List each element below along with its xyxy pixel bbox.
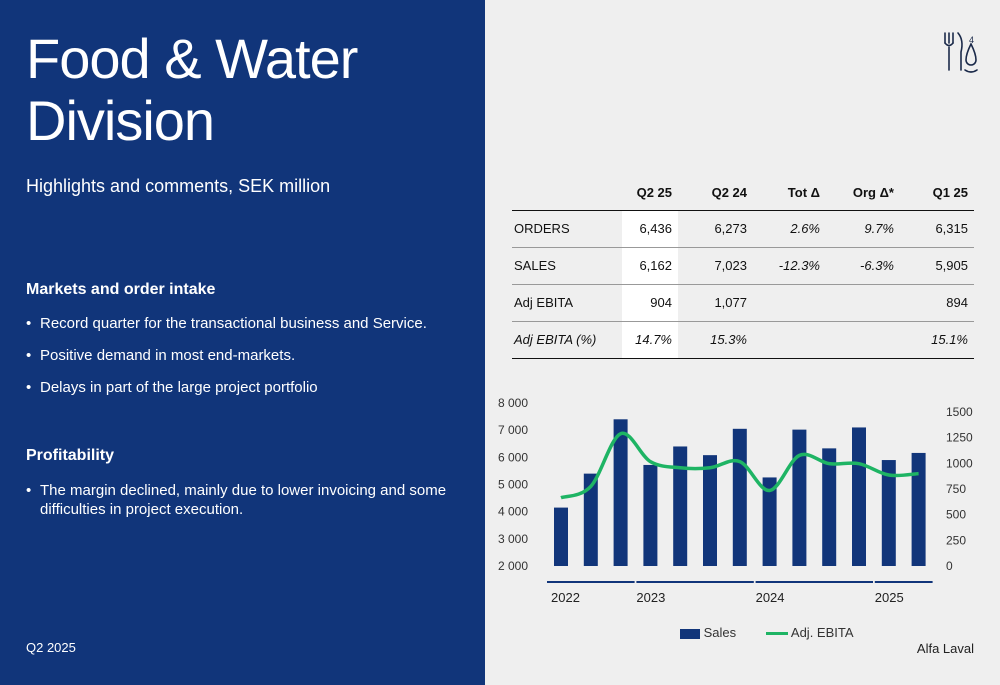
table-cell xyxy=(753,320,826,359)
sales-bar xyxy=(554,507,568,566)
title-line-2: Division xyxy=(26,89,215,152)
sales-ebita-chart: 8 000 7 000 6 000 5 000 4 000 3 000 2 000 1500 1… xyxy=(498,396,973,605)
legend-ebita-swatch xyxy=(766,632,788,636)
sales-bar xyxy=(911,452,926,566)
sales-bar xyxy=(852,427,866,566)
legend-ebita: Adj. EBITA xyxy=(766,625,854,640)
page-subtitle: Highlights and comments, SEK million xyxy=(26,176,331,196)
sales-bar xyxy=(703,455,717,566)
row-label: SALES xyxy=(512,246,622,284)
legend-sales: Sales xyxy=(680,625,736,640)
table-row: Adj EBITA (%) 14.7% 15.3% 15.1% xyxy=(512,320,974,359)
sales-bar xyxy=(643,464,658,566)
footer-period: Q2 2025 xyxy=(26,640,76,655)
table-cell xyxy=(753,283,826,321)
table-row: Adj EBITA 904 1,077 894 xyxy=(512,283,974,321)
table-header-cell: Q2 24 xyxy=(678,176,753,211)
right-axis-tick-label: 1500 xyxy=(946,405,973,419)
table-cell: 7,023 xyxy=(678,246,753,284)
left-axis-tick-label: 5 000 xyxy=(498,478,528,492)
table-cell: 6,436 xyxy=(622,209,678,247)
table-header-cell: Q2 25 xyxy=(622,176,678,211)
table-cell: 15.1% xyxy=(900,320,974,359)
sales-bar xyxy=(732,428,747,566)
table-cell: 894 xyxy=(900,283,974,321)
page-title: Food & Water Division xyxy=(26,27,358,152)
table-header-cell: Org Δ* xyxy=(826,176,900,211)
markets-bullet: Positive demand in most end-markets. xyxy=(26,346,466,365)
fork-knife-drop-icon: 4 xyxy=(458,30,978,85)
table-cell: 15.3% xyxy=(678,320,753,359)
table-cell xyxy=(826,320,900,359)
markets-bullet: Delays in part of the large project port… xyxy=(26,378,466,397)
left-axis-tick-label: 4 000 xyxy=(498,505,528,519)
table-cell: 904 xyxy=(622,283,678,321)
footer-brand: Alfa Laval xyxy=(916,641,974,656)
right-axis-tick-label: 750 xyxy=(946,482,966,496)
row-label: Adj EBITA xyxy=(512,283,622,321)
sales-bar xyxy=(583,473,598,566)
ebita-line xyxy=(560,431,919,500)
sales-bar xyxy=(792,429,807,566)
left-axis-tick-label: 8 000 xyxy=(498,396,528,410)
markets-bullet-list: Record quarter for the transactional bus… xyxy=(26,314,466,410)
markets-heading: Markets and order intake xyxy=(26,281,216,298)
left-panel: Food & Water Division Highlights and com… xyxy=(0,0,485,685)
sales-bar xyxy=(673,446,688,566)
right-axis-tick-label: 1250 xyxy=(946,431,973,445)
sales-bar xyxy=(762,477,777,566)
page-number: 4 xyxy=(969,35,974,45)
table-header-cell: Tot Δ xyxy=(753,176,826,211)
right-axis-tick-label: 250 xyxy=(946,533,966,547)
year-label: 2025 xyxy=(875,590,904,605)
table-cell: -6.3% xyxy=(826,246,900,284)
sales-bar xyxy=(822,448,837,566)
legend-sales-label: Sales xyxy=(703,625,737,640)
table-header-row: Q2 25 Q2 24 Tot Δ Org Δ* Q1 25 xyxy=(512,176,974,211)
right-axis-tick-label: 1000 xyxy=(946,456,973,470)
table-row: SALES 6,162 7,023 -12.3% -6.3% 5,905 xyxy=(512,246,974,284)
row-label: Adj EBITA (%) xyxy=(512,320,622,359)
profitability-heading: Profitability xyxy=(26,447,115,464)
table-cell: 6,273 xyxy=(678,209,753,247)
left-axis-tick-label: 3 000 xyxy=(498,532,528,546)
table-cell: 6,162 xyxy=(622,246,678,284)
profitability-bullet-list: The margin declined, mainly due to lower… xyxy=(26,481,466,532)
table-row: ORDERS 6,436 6,273 2.6% 9.7% 6,315 xyxy=(512,209,974,247)
year-label: 2022 xyxy=(551,590,580,605)
table-cell: 6,315 xyxy=(900,209,974,247)
table-header-cell xyxy=(512,176,622,211)
year-label: 2024 xyxy=(756,590,785,605)
row-label: ORDERS xyxy=(512,209,622,247)
left-axis-tick-label: 6 000 xyxy=(498,450,528,464)
table-header-cell: Q1 25 xyxy=(900,176,974,211)
markets-bullet: Record quarter for the transactional bus… xyxy=(26,314,466,333)
table-cell: 1,077 xyxy=(678,283,753,321)
financial-table: Q2 25 Q2 24 Tot Δ Org Δ* Q1 25 ORDERS 6,… xyxy=(512,176,974,359)
left-axis-tick-label: 7 000 xyxy=(498,423,528,437)
table-cell: 2.6% xyxy=(753,209,826,247)
legend-ebita-label: Adj. EBITA xyxy=(790,625,854,640)
sales-bar xyxy=(613,419,628,566)
right-axis-tick-label: 0 xyxy=(946,559,953,573)
legend-sales-swatch xyxy=(680,628,700,639)
table-cell: 14.7% xyxy=(622,320,678,359)
title-line-1: Food & Water xyxy=(26,27,358,90)
profitability-bullet: The margin declined, mainly due to lower… xyxy=(26,481,466,519)
table-cell: 5,905 xyxy=(900,246,974,284)
sales-bar xyxy=(881,460,896,566)
table-cell: -12.3% xyxy=(753,246,826,284)
right-axis-tick-label: 500 xyxy=(946,508,966,522)
table-cell xyxy=(826,283,900,321)
year-label: 2023 xyxy=(636,590,665,605)
left-axis-tick-label: 2 000 xyxy=(498,559,528,573)
table-cell: 9.7% xyxy=(826,209,900,247)
